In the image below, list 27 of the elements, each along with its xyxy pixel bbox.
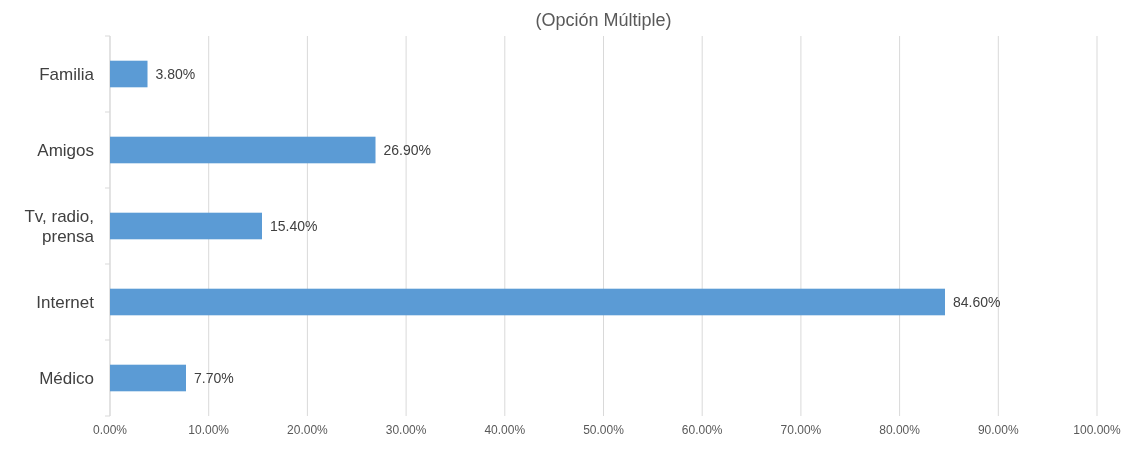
y-tick-label: Familia (39, 64, 95, 84)
x-tick-label: 50.00% (583, 423, 625, 437)
bar (110, 364, 186, 392)
x-tick-label: 100.00% (1073, 423, 1122, 437)
y-tick-label: Médico (39, 368, 94, 388)
x-tick-label: 70.00% (780, 423, 822, 437)
data-label: 7.70% (194, 369, 234, 386)
x-tick-label: 0.00% (92, 423, 128, 437)
x-tick-label: 20.00% (287, 423, 329, 437)
x-tick-label: 90.00% (977, 423, 1019, 437)
data-label: 84.60% (953, 293, 1001, 310)
bar (110, 212, 262, 240)
x-tick-label: 60.00% (681, 423, 723, 437)
y-tick-label: Internet (36, 292, 95, 312)
y-tick-label: Amigos (37, 140, 94, 160)
x-tick-label: 10.00% (188, 423, 230, 437)
x-tick-label: 80.00% (879, 423, 921, 437)
y-tick-label: Tv, radio, prensa (24, 206, 95, 246)
x-tick-label: 40.00% (484, 423, 526, 437)
bar (110, 136, 376, 164)
chart-title: (Opción Múltiple) (535, 10, 672, 30)
data-label: 3.80% (155, 65, 196, 82)
data-label: 26.90% (383, 141, 431, 158)
x-tick-label: 30.00% (385, 423, 427, 437)
data-label: 15.40% (270, 217, 318, 234)
bar (110, 288, 945, 316)
bar (110, 60, 148, 88)
